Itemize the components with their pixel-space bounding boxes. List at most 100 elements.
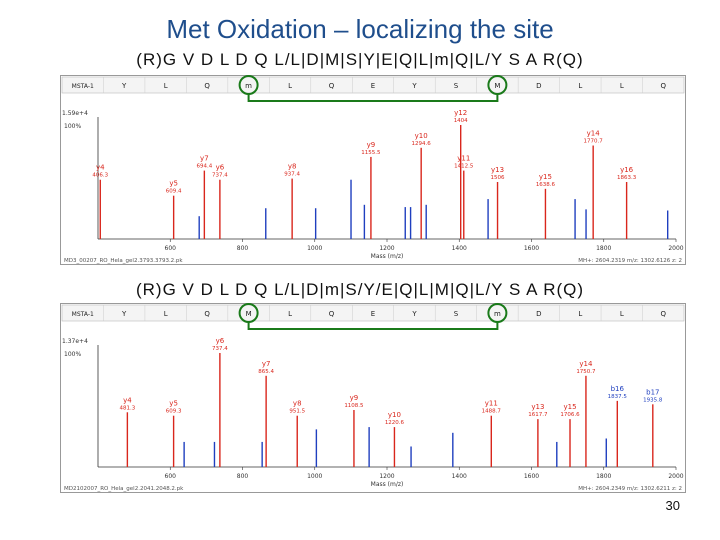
residue-cell: L [620, 82, 624, 90]
peak-mass-label: 1837.5 [608, 394, 628, 400]
residue-cell: E [371, 82, 375, 90]
peak-mass-label: 1108.5 [344, 403, 364, 409]
residue-cell: L [288, 310, 292, 318]
peak-mass-label: 406.3 [92, 173, 108, 179]
x-axis-label: Mass (m/z) [371, 481, 404, 488]
residue-cell: Y [411, 310, 417, 318]
peak-mass-label: 1488.7 [482, 409, 502, 415]
peak-ion-label: y8 [288, 163, 297, 171]
residue-cell: S [454, 310, 459, 318]
panel-frame [60, 75, 686, 265]
residue-cell: MSTA-1 [72, 311, 94, 318]
residue-cell: Q [204, 82, 210, 90]
peak-mass-label: 1770.7 [584, 139, 604, 145]
peak-mass-label: 1935.8 [643, 397, 663, 403]
precursor-info: MH+: 2604.2319 m/z: 1302.6126 z: 2 [578, 258, 682, 264]
residue-cell: L [620, 310, 624, 318]
residue-cell: L [578, 82, 582, 90]
peak-ion-label: y5 [169, 400, 178, 408]
residue-span-bracket [247, 322, 499, 330]
peak-mass-label: 1617.7 [528, 412, 548, 418]
residue-cell: D [536, 310, 541, 318]
residue-cell: Q [661, 310, 667, 318]
peak-mass-label: 1220.6 [385, 420, 405, 426]
x-tick-label: 1800 [596, 473, 611, 480]
y-axis-max-label: 1.37e+4 [62, 338, 88, 345]
peak-ion-label: y15 [539, 173, 552, 181]
peak-mass-label: 937.4 [284, 172, 300, 178]
residue-cell: Q [329, 82, 335, 90]
x-tick-label: 800 [237, 245, 249, 252]
x-tick-label: 1400 [452, 245, 467, 252]
residue-row-bg [61, 304, 685, 322]
residue-cell: M [494, 82, 500, 90]
peak-mass-label: 609.3 [166, 409, 182, 415]
peak-ion-label: y10 [415, 132, 428, 140]
peak-mass-label: 1506 [491, 175, 505, 181]
peak-mass-label: 481.3 [119, 405, 135, 411]
peak-mass-label: 951.5 [289, 409, 305, 415]
residue-cell: L [164, 310, 168, 318]
panel-frame [60, 303, 686, 493]
x-tick-label: 600 [165, 473, 177, 480]
residue-cell: L [164, 82, 168, 90]
peak-mass-label: 694.4 [196, 164, 212, 170]
residue-cell: Q [204, 310, 210, 318]
x-tick-label: 1600 [524, 245, 539, 252]
residue-cell: Y [121, 310, 127, 318]
residue-cell: Q [661, 82, 667, 90]
peak-ion-label: y9 [367, 141, 376, 149]
peak-ion-label: y11 [485, 400, 498, 408]
x-tick-label: 1200 [379, 473, 394, 480]
peak-mass-label: 737.4 [212, 173, 228, 179]
residue-cell: M [246, 310, 252, 318]
peak-ion-label: y5 [169, 180, 178, 188]
peak-ion-label: y9 [350, 394, 359, 402]
peak-mass-label: 1155.5 [361, 150, 381, 156]
peak-mass-label: 1404 [454, 118, 468, 124]
peak-mass-label: 1294.6 [412, 141, 432, 147]
residue-cell: L [288, 82, 292, 90]
y-axis-100-label: 100% [64, 123, 81, 130]
peak-mass-label: 1638.6 [536, 182, 556, 188]
residue-cell: MSTA-1 [72, 83, 94, 90]
precursor-info: MH+: 2604.2349 m/z: 1302.6211 z: 2 [578, 486, 682, 492]
sequence-label-bottom: (R)G V D L D Q L/L|D|m|S/Y/E|Q|L|M|Q|L/Y… [135, 280, 585, 299]
peak-ion-label: y6 [216, 337, 225, 345]
x-tick-label: 1000 [307, 245, 322, 252]
peak-mass-label: 865.4 [258, 369, 274, 375]
x-tick-label: 1400 [452, 473, 467, 480]
x-tick-label: 1600 [524, 473, 539, 480]
residue-cell: Q [329, 310, 335, 318]
x-tick-label: 600 [165, 245, 177, 252]
peak-mass-label: 1706.6 [560, 412, 580, 418]
peak-ion-label: y7 [200, 155, 209, 163]
residue-cell: D [536, 82, 541, 90]
peak-ion-label: y13 [491, 166, 504, 174]
peak-ion-label: b16 [611, 385, 625, 393]
slide-title: Met Oxidation – localizing the site [166, 14, 554, 44]
x-tick-label: 1200 [379, 245, 394, 252]
peak-ion-label: y8 [293, 400, 302, 408]
residue-cell: E [371, 310, 375, 318]
peak-mass-label: 609.4 [166, 189, 182, 195]
peak-ion-label: y6 [216, 164, 225, 172]
residue-cell: Y [411, 82, 417, 90]
residue-cell: S [454, 82, 459, 90]
x-tick-label: 2000 [668, 245, 683, 252]
peak-mass-label: 1412.5 [454, 164, 474, 170]
x-tick-label: 1800 [596, 245, 611, 252]
peak-ion-label: y16 [620, 166, 634, 174]
peak-ion-label: y4 [123, 396, 132, 404]
peak-ion-label: b17 [646, 388, 659, 396]
peak-ion-label: y13 [531, 403, 544, 411]
peak-mass-label: 1750.7 [576, 369, 596, 375]
peak-mass-label: 737.4 [212, 346, 228, 352]
residue-cell: Y [121, 82, 127, 90]
x-axis-label: Mass (m/z) [371, 253, 404, 260]
x-tick-label: 2000 [668, 473, 683, 480]
residue-cell: m [494, 310, 501, 318]
